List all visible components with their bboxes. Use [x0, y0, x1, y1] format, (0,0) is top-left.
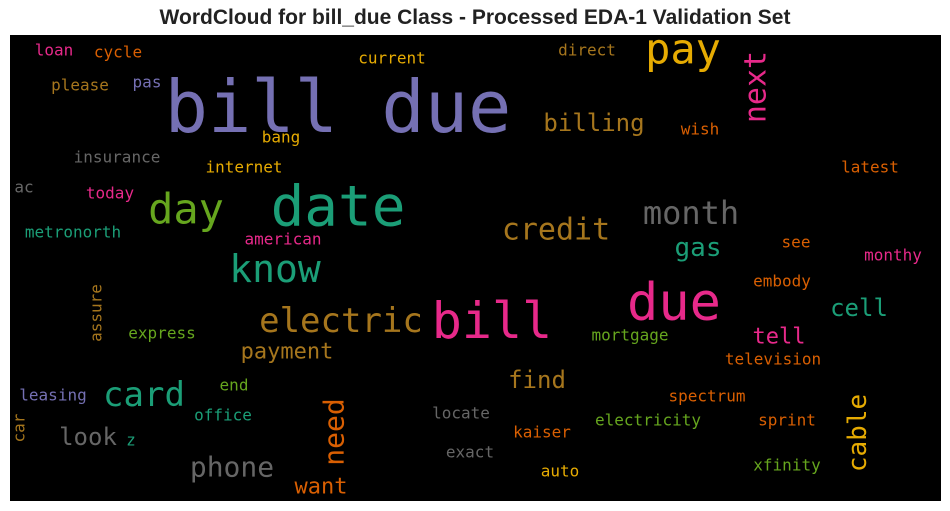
word-find: find	[508, 366, 566, 394]
word-embody: embody	[753, 272, 811, 291]
word-day: day	[148, 185, 224, 234]
word-car: car	[10, 413, 29, 442]
word-credit: credit	[502, 213, 610, 248]
word-office: office	[194, 406, 252, 425]
word-please: please	[51, 76, 109, 95]
word-express: express	[128, 324, 195, 343]
word-today: today	[86, 184, 135, 203]
word-z: z	[126, 431, 136, 450]
cloud-background	[10, 35, 941, 501]
word-cycle: cycle	[94, 43, 142, 62]
word-wish: wish	[681, 120, 720, 139]
word-mortgage: mortgage	[591, 326, 668, 345]
word-pay: pay	[645, 35, 721, 74]
word-cable: cable	[843, 394, 873, 472]
word-card: card	[103, 375, 185, 415]
word-metronorth: metronorth	[25, 223, 121, 242]
word-spectrum: spectrum	[668, 387, 745, 406]
word-exact: exact	[446, 443, 494, 462]
word-end: end	[220, 376, 249, 395]
word-ac: ac	[14, 178, 33, 197]
word-date: date	[271, 175, 406, 240]
word-assure: assure	[87, 284, 106, 342]
word-phone: phone	[190, 451, 274, 484]
word-monthy: monthy	[864, 246, 922, 265]
word-locate: locate	[432, 404, 490, 423]
word-cloud: bill due date bill due pay know electric day car…	[10, 35, 941, 501]
word-billing: billing	[543, 109, 644, 137]
chart-title: WordCloud for bill_due Class - Processed…	[159, 6, 791, 29]
word-electric: electric	[259, 301, 423, 341]
word-television: television	[725, 350, 821, 369]
word-leasing: leasing	[19, 386, 86, 405]
word-know: know	[229, 247, 321, 291]
word-sprint: sprint	[758, 411, 816, 430]
word-pas: pas	[133, 73, 162, 92]
word-need: need	[318, 398, 351, 465]
word-look: look	[59, 423, 117, 451]
word-kaiser: kaiser	[513, 423, 571, 442]
word-tell: tell	[753, 325, 806, 350]
word-group: bill due date bill due pay know electric day car…	[10, 35, 922, 500]
word-insurance: insurance	[74, 148, 161, 167]
word-latest: latest	[841, 158, 899, 177]
word-next: next	[739, 51, 774, 123]
word-xfinity: xfinity	[753, 456, 821, 475]
word-bill: bill	[432, 292, 552, 350]
word-current: current	[358, 49, 425, 68]
word-cell: cell	[830, 294, 888, 322]
word-american: american	[244, 230, 321, 249]
word-want: want	[295, 475, 348, 500]
word-month: month	[643, 194, 739, 232]
word-auto: auto	[541, 462, 580, 481]
word-due: due	[627, 273, 721, 333]
word-see: see	[782, 233, 811, 252]
word-payment: payment	[241, 340, 334, 365]
word-direct: direct	[558, 41, 616, 60]
word-internet: internet	[205, 158, 282, 177]
word-bang: bang	[262, 128, 301, 147]
word-electricity: electricity	[595, 411, 701, 430]
word-gas: gas	[675, 233, 722, 263]
word-bill-due: bill due	[165, 65, 512, 149]
word-loan: loan	[35, 41, 74, 60]
